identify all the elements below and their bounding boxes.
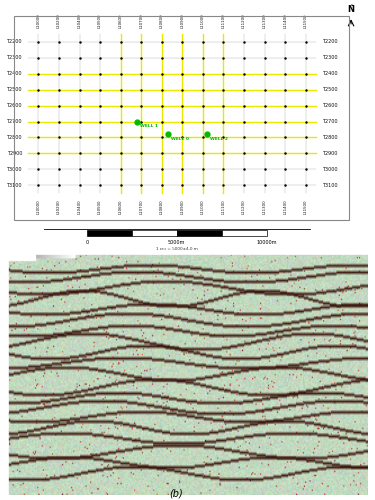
Text: 0: 0 — [85, 240, 88, 244]
Text: T3100: T3100 — [6, 183, 22, 188]
Text: T2700: T2700 — [322, 119, 338, 124]
Text: T2900: T2900 — [6, 151, 22, 156]
Bar — [132, 230, 177, 236]
Text: 1 cm = 5000±4.0 m: 1 cm = 5000±4.0 m — [156, 247, 198, 251]
Text: L10600: L10600 — [118, 13, 123, 28]
Text: T2400: T2400 — [322, 71, 338, 76]
Text: L11500: L11500 — [304, 13, 308, 28]
Text: L11100: L11100 — [222, 13, 225, 28]
Text: T3000: T3000 — [6, 167, 22, 172]
Text: T2200: T2200 — [6, 40, 22, 44]
Text: L10200: L10200 — [57, 13, 61, 28]
Text: L10000: L10000 — [36, 200, 40, 214]
Text: (a): (a) — [170, 255, 183, 265]
Text: L11500: L11500 — [304, 200, 308, 214]
Text: WELL 0: WELL 0 — [171, 137, 189, 141]
Text: L10700: L10700 — [139, 200, 143, 214]
Text: L10800: L10800 — [160, 200, 164, 214]
Text: L10000: L10000 — [36, 13, 40, 28]
Text: T3100: T3100 — [322, 183, 338, 188]
Text: L10500: L10500 — [98, 13, 102, 28]
Text: L10400: L10400 — [78, 13, 81, 28]
Text: T2900: T2900 — [322, 151, 338, 156]
Text: L10400: L10400 — [78, 200, 81, 214]
Text: L11200: L11200 — [242, 13, 246, 28]
Text: L10900: L10900 — [180, 13, 184, 28]
Text: T2300: T2300 — [322, 56, 338, 60]
Text: L11300: L11300 — [262, 200, 267, 214]
Text: WELL 1: WELL 1 — [140, 124, 158, 128]
Text: T2800: T2800 — [322, 135, 338, 140]
Text: WELL 2: WELL 2 — [210, 137, 228, 141]
Text: L11300: L11300 — [262, 13, 267, 28]
Text: T2700: T2700 — [6, 119, 22, 124]
Text: T2400: T2400 — [6, 71, 22, 76]
Text: T2200: T2200 — [322, 40, 338, 44]
Text: L10500: L10500 — [98, 200, 102, 214]
Text: T2500: T2500 — [6, 87, 22, 92]
Text: T2300: T2300 — [6, 56, 22, 60]
Text: N̂: N̂ — [348, 5, 354, 14]
Text: (b): (b) — [170, 489, 183, 499]
Text: 10000m: 10000m — [256, 240, 277, 244]
Text: L11200: L11200 — [242, 200, 246, 214]
Text: L11100: L11100 — [222, 200, 225, 214]
Text: L10700: L10700 — [139, 13, 143, 28]
Text: T2800: T2800 — [6, 135, 22, 140]
Bar — [177, 230, 222, 236]
Text: L11400: L11400 — [283, 200, 287, 214]
Text: L11000: L11000 — [201, 200, 205, 214]
Text: T2600: T2600 — [6, 103, 22, 108]
Text: T2500: T2500 — [322, 87, 338, 92]
Text: L11000: L11000 — [201, 13, 205, 28]
Bar — [87, 230, 132, 236]
Text: T3000: T3000 — [322, 167, 338, 172]
Text: L11400: L11400 — [283, 13, 287, 28]
Text: L10900: L10900 — [180, 200, 184, 214]
Text: 5000m: 5000m — [168, 240, 185, 244]
Bar — [222, 230, 267, 236]
Text: L10800: L10800 — [160, 13, 164, 28]
Text: L10200: L10200 — [57, 200, 61, 214]
Text: T2600: T2600 — [322, 103, 338, 108]
Text: L10600: L10600 — [118, 200, 123, 214]
